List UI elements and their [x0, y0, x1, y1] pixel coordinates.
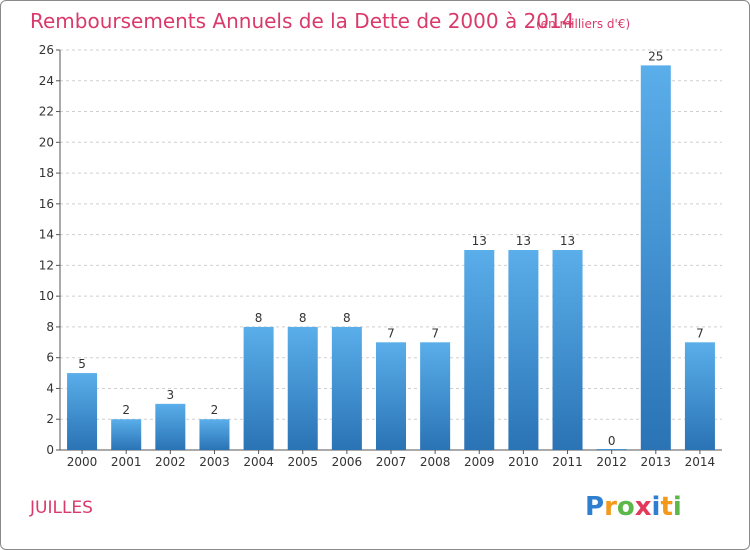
bar-2001 — [111, 419, 142, 450]
y-tick-label: 14 — [39, 228, 54, 242]
bar-value-label: 13 — [472, 234, 487, 248]
proxiti-logo: Proxiti — [585, 492, 682, 522]
bar-2005 — [287, 326, 318, 450]
bars — [67, 65, 715, 450]
y-tick-label: 18 — [39, 166, 54, 180]
x-tick-label: 2005 — [287, 455, 318, 469]
y-tick-label: 22 — [39, 105, 54, 119]
bar-value-label: 7 — [387, 326, 395, 340]
bar-value-label: 7 — [431, 326, 439, 340]
bar-value-label: 25 — [648, 49, 663, 63]
x-tick-label: 2000 — [67, 455, 98, 469]
bar-2008 — [420, 342, 451, 450]
bar-value-label: 5 — [78, 357, 86, 371]
bar-2002 — [155, 403, 186, 450]
bar-value-label: 2 — [211, 403, 219, 417]
commune-name: JUILLES — [29, 498, 93, 518]
bar-labels: 5 2 3 2 8 8 8 7 7 13 13 13 0 25 7 — [78, 49, 704, 448]
bar-2000 — [67, 373, 98, 450]
x-tick-label: 2009 — [464, 455, 495, 469]
y-tick-label: 10 — [39, 289, 54, 303]
bar-value-label: 7 — [696, 326, 704, 340]
x-tick-label: 2004 — [243, 455, 274, 469]
x-tick-labels: 2000 2001 2002 2003 2004 2005 2006 2007 2008 2009… — [67, 455, 715, 469]
bar-value-label: 13 — [516, 234, 531, 248]
y-tick-label: 20 — [39, 135, 54, 149]
x-tick-label: 2012 — [596, 455, 627, 469]
chart-title: Remboursements Annuels de la Dette de 20… — [30, 9, 574, 33]
bar-value-label: 13 — [560, 234, 575, 248]
y-tick-label: 26 — [39, 43, 54, 57]
bar-2013 — [640, 65, 671, 450]
chart-unit: (en milliers d'€) — [536, 17, 630, 31]
x-tick-label: 2008 — [420, 455, 451, 469]
y-tick-label: 12 — [39, 258, 54, 272]
logo-letter: x — [635, 492, 652, 522]
x-tick-label: 2001 — [111, 455, 142, 469]
x-tick-label: 2007 — [376, 455, 407, 469]
x-tick-label: 2014 — [685, 455, 716, 469]
x-tick-label: 2002 — [155, 455, 186, 469]
bar-2007 — [375, 342, 407, 450]
y-tick-label: 16 — [39, 197, 54, 211]
y-tick-label: 24 — [39, 74, 54, 88]
bar-2012 — [596, 449, 627, 450]
x-tick-label: 2011 — [552, 455, 583, 469]
bar-2003 — [199, 419, 230, 450]
logo-letter: t — [660, 492, 672, 522]
bar-value-label: 8 — [255, 311, 263, 325]
x-tick-label: 2010 — [508, 455, 539, 469]
bar-value-label: 8 — [343, 311, 351, 325]
y-tick-label: 0 — [46, 443, 54, 457]
y-tick-label: 2 — [46, 412, 54, 426]
y-tick-label: 8 — [46, 320, 54, 334]
x-tick-label: 2013 — [641, 455, 672, 469]
bar-value-label: 8 — [299, 311, 307, 325]
bar-value-label: 3 — [167, 388, 175, 402]
logo-letter: r — [604, 492, 617, 522]
bar-2004 — [243, 326, 274, 450]
logo-letter: P — [585, 492, 604, 522]
bar-2010 — [508, 250, 539, 450]
logo-letter: o — [617, 492, 635, 522]
bar-2009 — [464, 250, 495, 450]
bar-2006 — [331, 326, 362, 450]
bar-2011 — [552, 250, 583, 450]
bar-value-label: 0 — [608, 434, 616, 448]
logo-letter: i — [673, 492, 682, 522]
x-tick-label: 2003 — [199, 455, 230, 469]
bar-2014 — [684, 342, 715, 450]
bar-value-label: 2 — [122, 403, 130, 417]
logo-letter: i — [652, 492, 661, 522]
x-tick-label: 2006 — [332, 455, 363, 469]
y-tick-label: 4 — [46, 381, 54, 395]
y-tick-label: 6 — [46, 351, 54, 365]
